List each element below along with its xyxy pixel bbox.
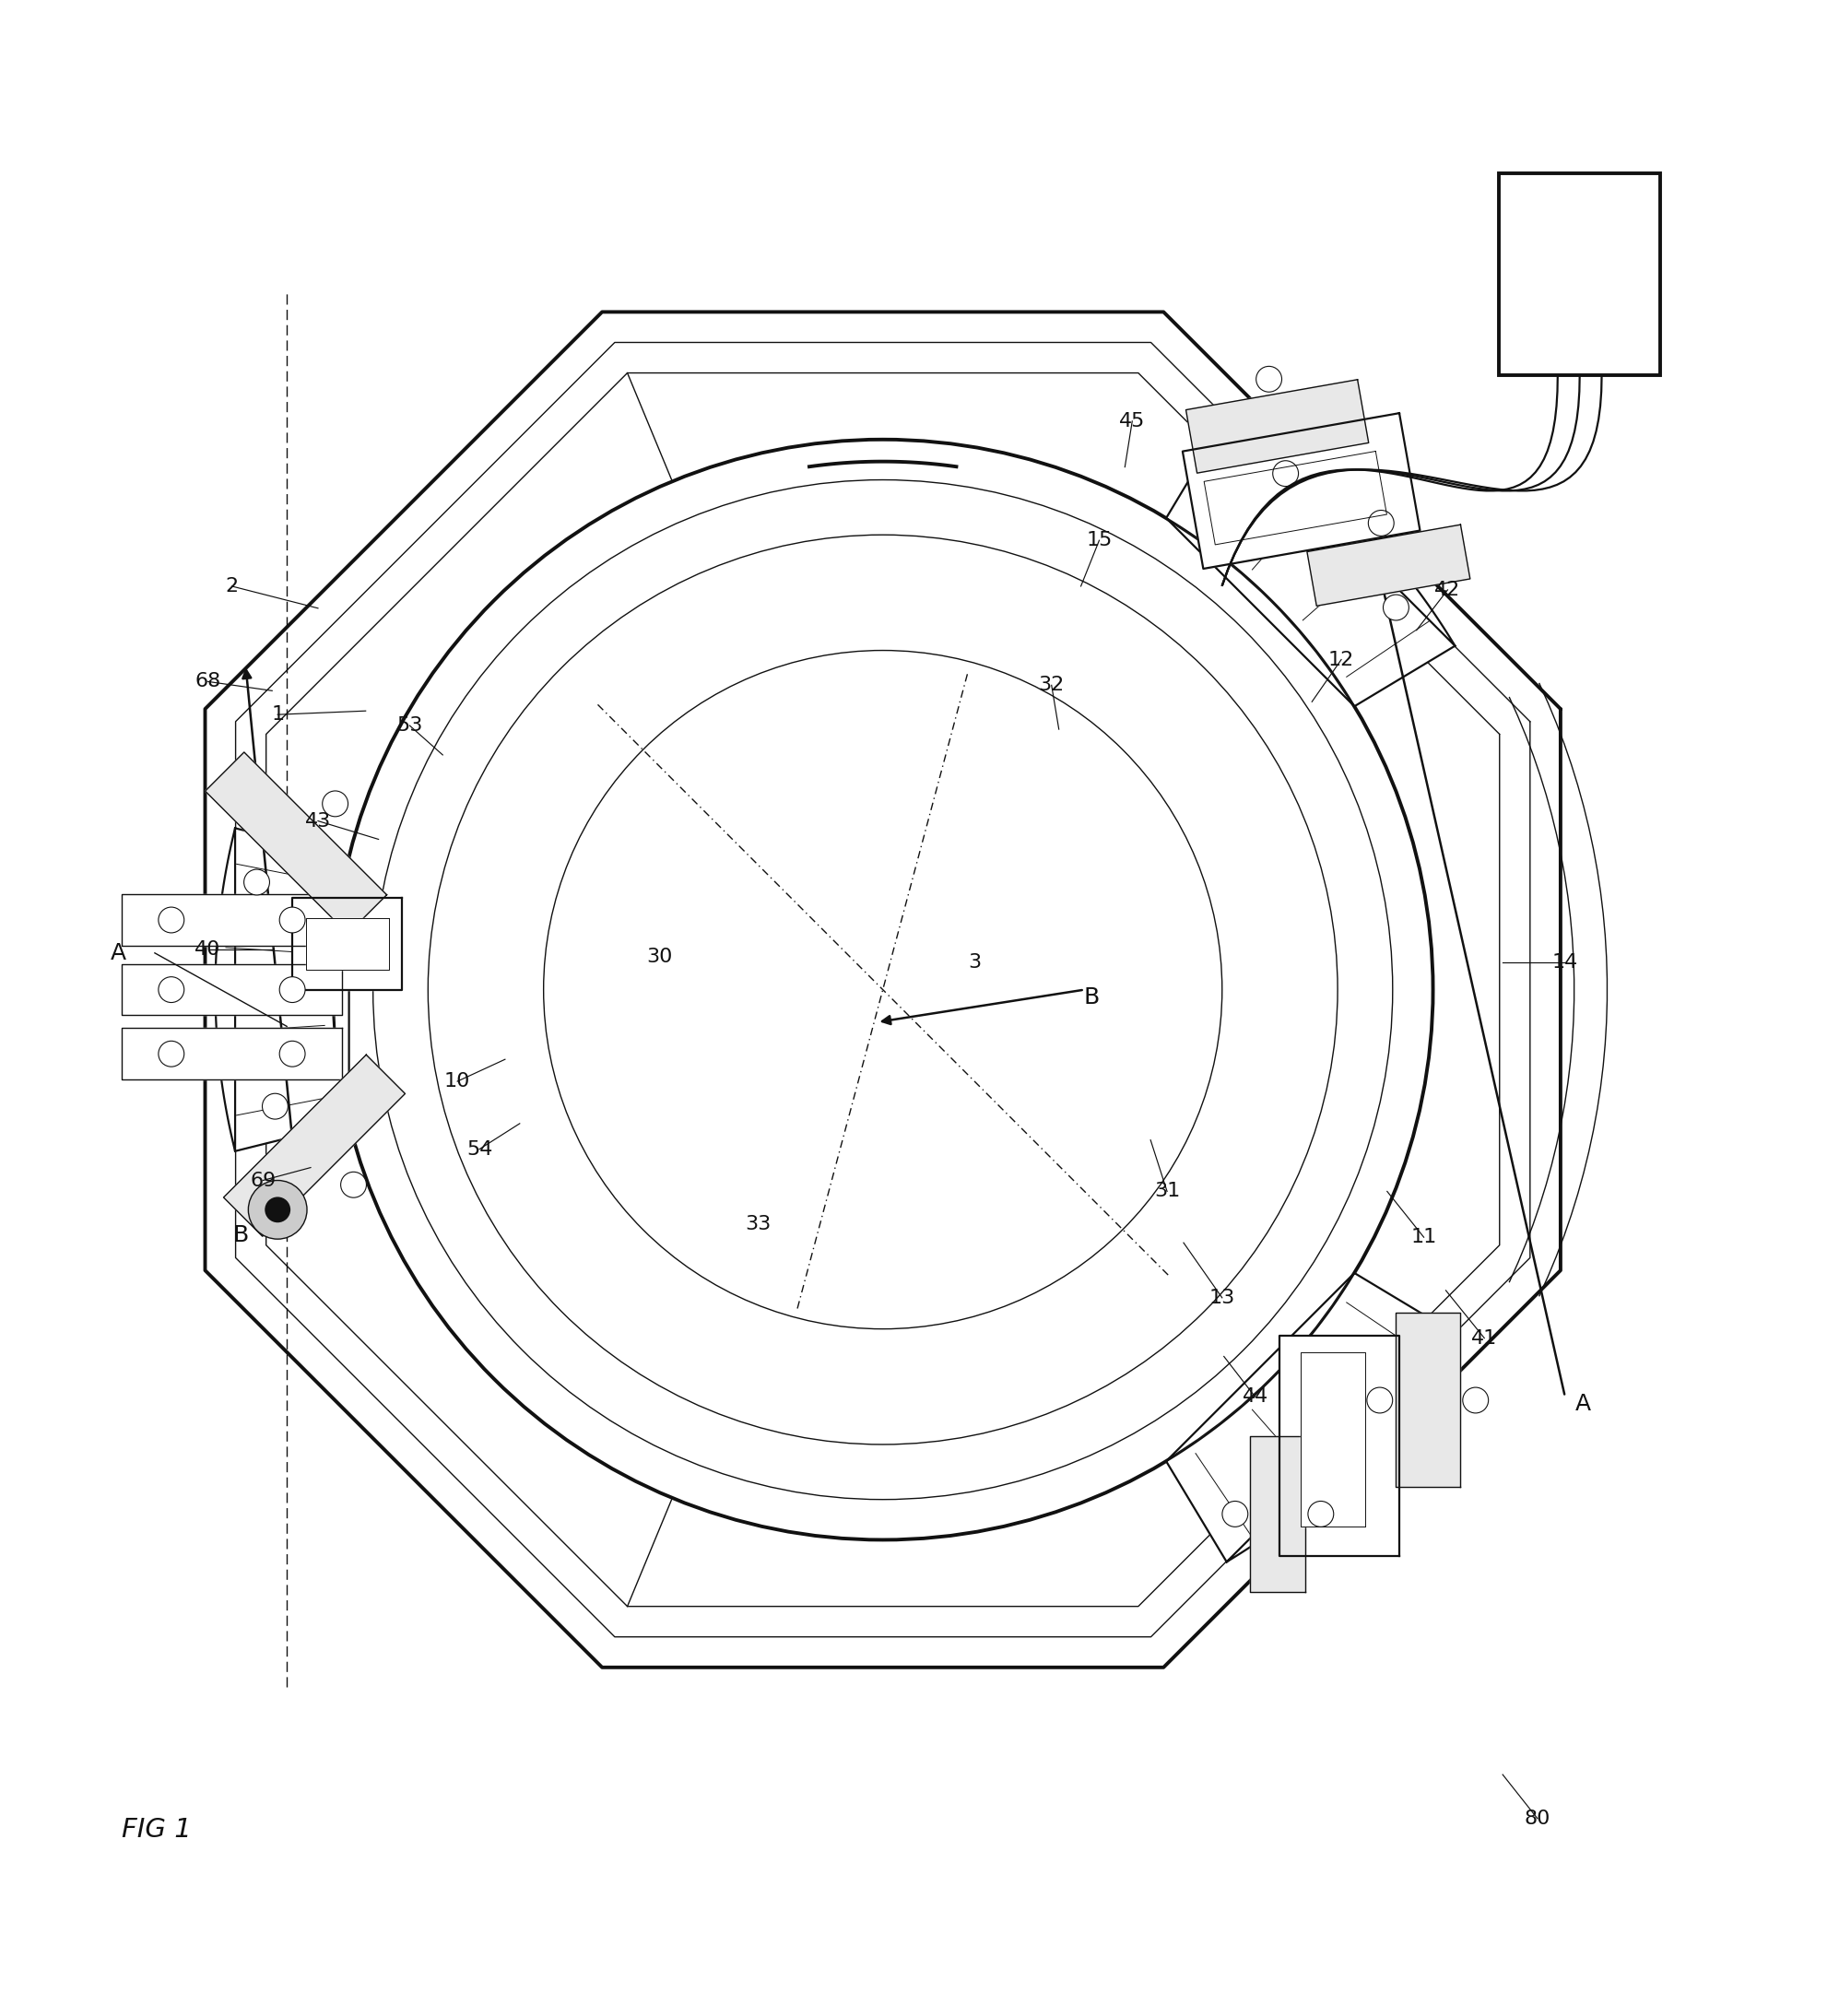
Polygon shape — [1166, 1272, 1455, 1562]
Text: A: A — [110, 941, 127, 964]
Circle shape — [265, 1198, 291, 1222]
Text: 14: 14 — [1552, 954, 1578, 972]
Text: 33: 33 — [745, 1216, 771, 1234]
Circle shape — [340, 1171, 366, 1198]
Text: 3: 3 — [967, 954, 980, 972]
Circle shape — [322, 790, 348, 816]
Polygon shape — [121, 895, 342, 946]
Text: 68: 68 — [195, 673, 221, 691]
Text: 31: 31 — [1155, 1181, 1181, 1202]
Text: 32: 32 — [1039, 675, 1065, 694]
Circle shape — [158, 907, 184, 933]
Text: 54: 54 — [467, 1139, 493, 1159]
Text: 69: 69 — [250, 1171, 276, 1189]
Bar — [1499, 173, 1661, 375]
Text: 44: 44 — [1241, 1387, 1269, 1405]
Circle shape — [1256, 367, 1282, 391]
Text: 10: 10 — [445, 1073, 471, 1091]
Polygon shape — [305, 917, 388, 970]
Circle shape — [1368, 510, 1394, 536]
Circle shape — [1366, 1387, 1392, 1413]
Polygon shape — [1300, 1353, 1365, 1526]
Text: 80: 80 — [1525, 1810, 1550, 1829]
Text: FIG 1: FIG 1 — [121, 1816, 191, 1843]
Circle shape — [1223, 1502, 1249, 1526]
Polygon shape — [206, 752, 386, 933]
Circle shape — [280, 1040, 305, 1066]
Text: 1: 1 — [270, 706, 285, 724]
Circle shape — [280, 978, 305, 1002]
Polygon shape — [1251, 1435, 1306, 1593]
Circle shape — [1273, 462, 1298, 486]
Text: B: B — [1083, 986, 1100, 1008]
Circle shape — [1308, 1502, 1333, 1526]
Polygon shape — [121, 1028, 342, 1079]
Polygon shape — [224, 1054, 405, 1236]
Text: 12: 12 — [1328, 651, 1354, 669]
Circle shape — [248, 1181, 307, 1240]
Text: 30: 30 — [645, 948, 673, 966]
Text: A: A — [1576, 1393, 1591, 1415]
Text: 40: 40 — [195, 939, 221, 958]
Polygon shape — [1186, 379, 1368, 474]
Text: 13: 13 — [1208, 1288, 1236, 1306]
Polygon shape — [292, 897, 403, 990]
Text: 41: 41 — [1471, 1329, 1497, 1347]
Circle shape — [280, 907, 305, 933]
Text: 53: 53 — [397, 716, 423, 734]
Polygon shape — [1182, 413, 1420, 569]
Polygon shape — [215, 829, 349, 1151]
Text: B: B — [234, 1224, 248, 1246]
Circle shape — [263, 1093, 289, 1119]
Circle shape — [1383, 595, 1409, 621]
Polygon shape — [121, 964, 342, 1016]
Circle shape — [158, 978, 184, 1002]
Polygon shape — [1205, 452, 1387, 544]
Circle shape — [158, 1040, 184, 1066]
Polygon shape — [1166, 417, 1455, 706]
Polygon shape — [1280, 1337, 1399, 1556]
Text: 11: 11 — [1411, 1228, 1436, 1246]
Circle shape — [245, 869, 270, 895]
Polygon shape — [1308, 524, 1469, 607]
Text: 15: 15 — [1087, 530, 1113, 550]
Text: 45: 45 — [1120, 411, 1146, 429]
Text: 43: 43 — [305, 812, 331, 831]
Polygon shape — [1396, 1312, 1460, 1488]
Text: 42: 42 — [1434, 581, 1460, 599]
Text: 2: 2 — [226, 577, 239, 595]
Circle shape — [1462, 1387, 1488, 1413]
